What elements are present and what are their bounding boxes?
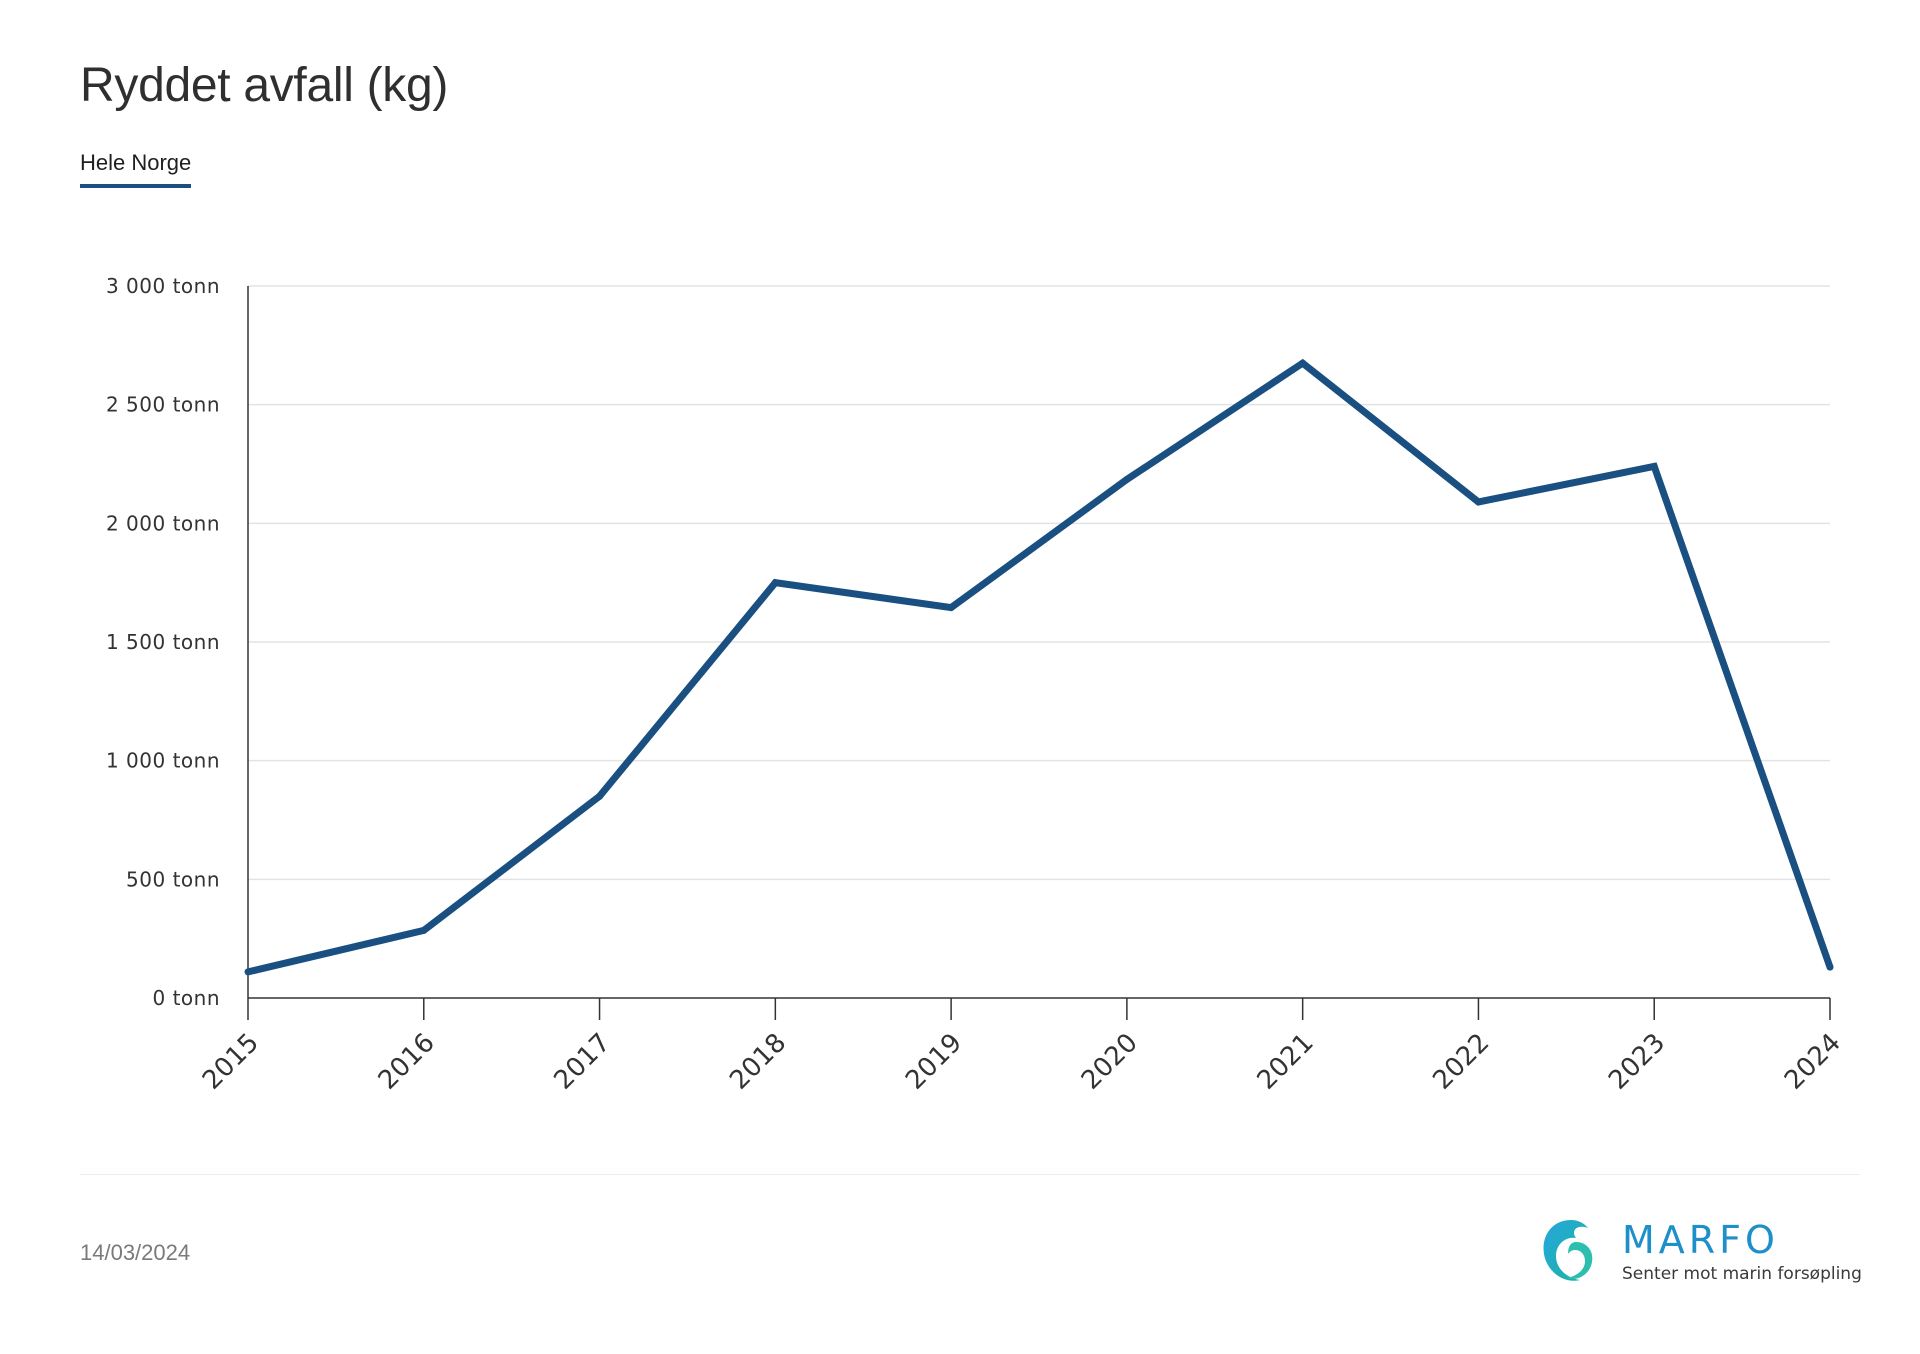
x-tick-labels: 2015 2016 2017 2018 2019 2020 2021 2022 2023 2024 <box>197 1028 1847 1096</box>
y-tick-label: 3 000 tonn <box>106 274 220 298</box>
data-point <box>420 926 428 934</box>
line-chart: 0 tonn 500 tonn 1 000 tonn 1 500 tonn 2 000 … <box>106 274 1847 1096</box>
x-tick-label: 2016 <box>373 1028 441 1096</box>
y-tick-label: 0 tonn <box>152 986 220 1010</box>
y-tick-label: 1 500 tonn <box>106 630 220 654</box>
x-tick-label: 2018 <box>724 1028 792 1096</box>
logo-tagline: Senter mot marin forsøpling <box>1622 1264 1862 1284</box>
axes <box>247 286 1831 1020</box>
x-tick-label: 2023 <box>1603 1028 1671 1096</box>
x-tick-label: 2021 <box>1252 1028 1320 1096</box>
y-tick-label: 1 000 tonn <box>106 749 220 773</box>
wave-logo-icon <box>1543 1220 1593 1281</box>
gridlines <box>248 285 1830 881</box>
x-tick-label: 2019 <box>900 1028 968 1096</box>
data-point <box>596 792 604 800</box>
y-tick-label: 2 000 tonn <box>106 511 220 535</box>
data-point <box>947 604 955 612</box>
data-point <box>1299 359 1307 367</box>
update-date: 14/03/2024 <box>80 1240 191 1265</box>
x-tick-label: 2017 <box>549 1028 617 1096</box>
logo-name: MARFO <box>1622 1218 1779 1262</box>
x-tick-label: 2022 <box>1427 1028 1495 1096</box>
x-tick-label: 2015 <box>197 1028 265 1096</box>
data-point <box>1123 475 1131 483</box>
tab-hele-norge[interactable]: Hele Norge <box>80 150 192 188</box>
marfo-logo[interactable]: MARFO Senter mot marin forsøpling <box>1538 1216 1868 1288</box>
x-tick-label: 2024 <box>1779 1028 1847 1096</box>
footer-divider <box>80 1174 1860 1175</box>
y-tick-labels: 0 tonn 500 tonn 1 000 tonn 1 500 tonn 2 000 … <box>106 274 220 1010</box>
y-tick-label: 2 500 tonn <box>106 393 220 417</box>
data-point <box>1650 462 1658 470</box>
data-point <box>1826 963 1834 971</box>
chart-title: Ryddet avfall (kg) <box>80 59 449 112</box>
y-tick-label: 500 tonn <box>126 867 220 891</box>
series-line <box>247 358 1834 976</box>
data-point <box>244 968 252 976</box>
data-point <box>1474 498 1482 506</box>
series-lines <box>244 358 1834 976</box>
x-tick-label: 2020 <box>1076 1028 1144 1096</box>
data-point <box>771 579 779 587</box>
